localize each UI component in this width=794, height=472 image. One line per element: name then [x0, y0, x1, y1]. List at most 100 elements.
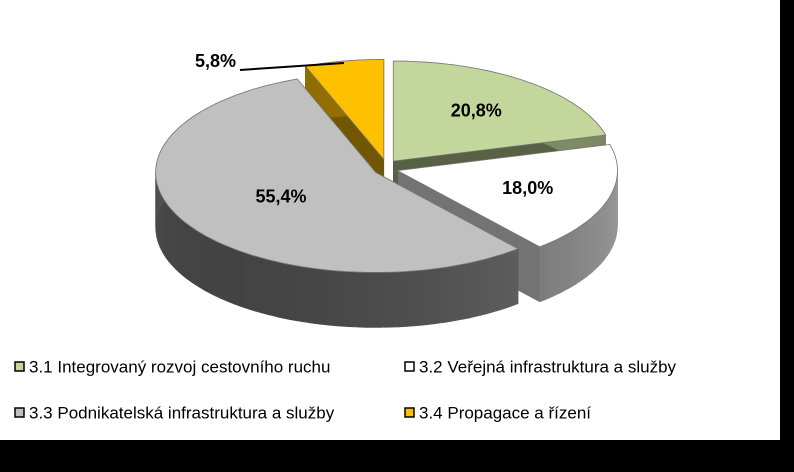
slice-outer-wall — [418, 269, 426, 326]
slice-outer-wall — [168, 205, 171, 265]
slice-outer-wall — [575, 226, 580, 285]
slice-outer-wall — [224, 244, 231, 303]
slice-outer-wall — [592, 213, 596, 273]
slice-outer-wall — [507, 250, 514, 308]
slice-outer-wall — [553, 238, 560, 297]
slice-outer-wall — [184, 221, 189, 281]
slice-outer-wall — [386, 271, 394, 328]
value-label: 20,8% — [451, 101, 502, 121]
slice-outer-wall — [399, 271, 407, 328]
legend-label: 3.2 Veřejná infrastruktura a služby — [419, 357, 677, 376]
slice-outer-wall — [496, 253, 503, 312]
slice-outer-wall — [244, 252, 251, 311]
slice-outer-wall — [220, 242, 226, 301]
slice-outer-wall — [198, 231, 204, 290]
slice-outer-wall — [379, 271, 387, 328]
slice-outer-wall — [437, 267, 445, 324]
slice-outer-wall — [512, 248, 519, 307]
slice-outer-wall — [346, 271, 355, 328]
slice-outer-wall — [544, 242, 550, 301]
slice-outer-wall — [321, 269, 329, 326]
slice-outer-wall — [502, 251, 509, 310]
slice-outer-wall — [359, 271, 368, 328]
legend-label: 3.4 Propagace a řízení — [419, 403, 591, 422]
slice-outer-wall — [229, 246, 236, 305]
pie-slice — [155, 78, 519, 273]
slice-outer-wall — [261, 257, 268, 315]
slice-outer-wall — [373, 272, 381, 328]
slice-outer-wall — [206, 236, 212, 295]
slice-outer-wall — [215, 240, 221, 299]
slice-outer-wall — [194, 229, 200, 288]
slice-outer-wall — [211, 238, 217, 297]
slice-outer-wall — [284, 263, 291, 321]
leader-line — [239, 62, 344, 71]
slice-outer-wall — [582, 221, 587, 281]
slice-outer-wall — [450, 265, 457, 322]
value-label: 18,0% — [502, 178, 553, 198]
legend-swatch — [14, 407, 25, 418]
slice-outer-wall — [239, 250, 246, 309]
slice-outer-wall — [290, 264, 298, 322]
slice-outer-wall — [468, 261, 475, 319]
slice-outer-wall — [266, 259, 274, 317]
slice-outer-wall — [392, 271, 400, 328]
slice-outer-wall — [462, 262, 469, 320]
value-label: 5,8% — [195, 51, 236, 71]
slice-outer-wall — [491, 255, 498, 313]
slice-outer-wall — [314, 268, 322, 325]
slice-outer-wall — [602, 202, 606, 262]
slice-outer-wall — [595, 210, 599, 270]
legend-swatch — [14, 361, 25, 372]
slice-outer-wall — [172, 210, 176, 270]
slice-outer-wall — [191, 226, 196, 286]
slice-outer-wall — [600, 205, 604, 265]
slice-outer-wall — [175, 213, 179, 273]
slice-outer-wall — [296, 265, 304, 323]
slice-outer-wall — [566, 231, 572, 290]
slice-outer-wall — [250, 254, 257, 312]
slice-outer-wall — [405, 270, 413, 327]
slice-outer-wall — [412, 270, 420, 327]
slice-outer-wall — [424, 268, 433, 326]
legend-label: 3.3 Podnikatelská infrastruktura a služb… — [29, 403, 335, 422]
slice-outer-wall — [178, 216, 182, 276]
slice-outer-wall — [479, 258, 487, 316]
slice-outer-wall — [255, 255, 262, 314]
slice-outer-wall — [234, 248, 241, 307]
slice-outer-wall — [443, 266, 451, 323]
slice-outer-wall — [585, 218, 590, 278]
slice-outer-wall — [562, 233, 568, 292]
slice-outer-wall — [165, 202, 169, 262]
slice-outer-wall — [549, 240, 555, 299]
slice-outer-wall — [431, 267, 439, 325]
pie-slice — [396, 144, 618, 248]
slice-outer-wall — [366, 272, 374, 328]
slice-outer-wall — [456, 263, 463, 321]
slice-outer-wall — [302, 266, 310, 324]
slice-outer-wall — [187, 224, 192, 283]
slice-outer-wall — [327, 269, 335, 327]
slice-outer-wall — [334, 270, 342, 327]
slice-outer-wall — [181, 218, 185, 278]
slice-outer-wall — [170, 207, 174, 268]
legend-swatch — [404, 407, 415, 418]
slice-outer-wall — [278, 261, 285, 319]
slice-outer-wall — [571, 228, 576, 288]
slice-outer-wall — [353, 271, 361, 328]
slice-outer-wall — [202, 233, 208, 293]
legend-label: 3.1 Integrovaný rozvoj cestovního ruchu — [29, 357, 330, 376]
legend-swatch — [404, 361, 415, 372]
slice-outer-wall — [589, 216, 593, 276]
slice-outer-wall — [340, 270, 348, 327]
slice-outer-wall — [578, 223, 584, 283]
slice-outer-wall — [474, 260, 481, 318]
slice-outer-wall — [308, 267, 316, 324]
value-label: 55,4% — [255, 187, 306, 207]
slice-outer-wall — [485, 257, 492, 315]
slice-outer-wall — [558, 235, 564, 295]
slice-outer-wall — [597, 207, 602, 268]
slice-outer-wall — [539, 244, 546, 303]
